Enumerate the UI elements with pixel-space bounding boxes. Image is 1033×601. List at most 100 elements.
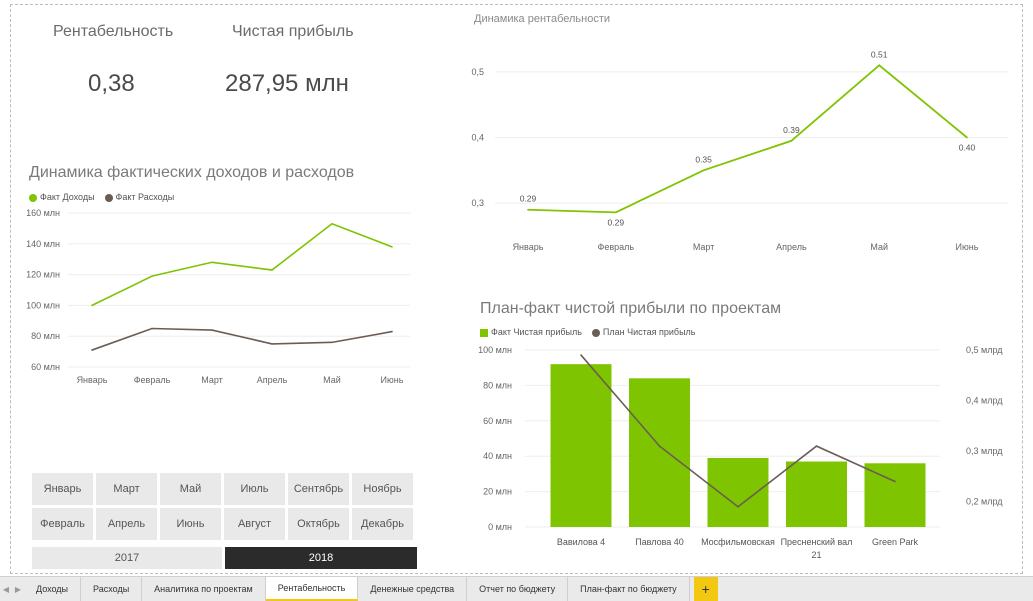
legend-label-income: Факт Доходы <box>40 192 95 202</box>
slicer-month-november[interactable]: Ноябрь <box>352 473 413 505</box>
tab-scroll-left-icon[interactable]: ◀ <box>2 584 10 594</box>
legend-item-expenses: Факт Расходы <box>104 192 175 202</box>
slicer-month-february[interactable]: Февраль <box>32 508 93 540</box>
income-x-tick: Январь <box>77 375 108 385</box>
projects-y-left-tick: 20 млн <box>483 487 512 497</box>
profitability-data-label: 0.40 <box>959 143 976 153</box>
income-y-tick: 80 млн <box>31 331 60 341</box>
profitability-x-tick: Февраль <box>598 242 635 252</box>
slicer-year-2018[interactable]: 2018 <box>225 547 417 569</box>
projects-plan-point <box>894 480 896 483</box>
income-x-tick: Март <box>201 375 223 385</box>
projects-plan-point <box>815 445 818 447</box>
profitability-data-label: 0.39 <box>783 125 800 135</box>
projects-x-tick: Green Park <box>872 537 919 547</box>
profitability-data-label: 0.35 <box>695 154 712 164</box>
profitability-x-tick: Март <box>693 242 715 252</box>
slicer-month-may[interactable]: Май <box>160 473 221 505</box>
profitability-x-tick: Январь <box>513 242 544 252</box>
projects-plan-point <box>737 505 739 508</box>
kpi-title-profitability: Рентабельность <box>53 23 174 40</box>
income-x-tick: Май <box>323 375 341 385</box>
profitability-point <box>615 211 617 214</box>
profitability-data-label: 0.29 <box>608 217 625 227</box>
projects-fact-bar <box>786 461 847 527</box>
income-point <box>151 275 153 277</box>
income-x-tick: Июнь <box>381 375 404 385</box>
income-series-line <box>91 222 393 307</box>
slicer-month-october[interactable]: Октябрь <box>288 508 349 540</box>
projects-x-tick: Вавилова 4 <box>557 537 605 547</box>
profitability-y-tick: 0,4 <box>471 133 484 143</box>
tab-scroll-right-icon[interactable]: ▶ <box>14 584 22 594</box>
income-y-tick: 140 млн <box>26 239 60 249</box>
projects-x-tick: Павлова 40 <box>635 537 684 547</box>
profitability-data-label: 0.51 <box>871 49 888 59</box>
legend-label-plan-profit: План Чистая прибыль <box>602 327 696 337</box>
month-slicer: Январь Март Май Июль Сентябрь Ноябрь Фев… <box>32 473 413 540</box>
income-y-tick: 120 млн <box>26 270 60 280</box>
slicer-month-march[interactable]: Март <box>96 473 157 505</box>
projects-plan-point <box>658 445 661 447</box>
tab-expenses[interactable]: Расходы <box>81 577 143 601</box>
tab-budget-plan-fact[interactable]: План-факт по бюджету <box>568 577 690 601</box>
kpi-title-net-profit: Чистая прибыль <box>232 23 354 40</box>
tab-cash[interactable]: Денежные средства <box>358 577 468 601</box>
profitability-data-label: 0.29 <box>520 194 537 204</box>
profitability-chart-title: Динамика рентабельности <box>474 13 611 25</box>
profitability-x-tick: Июнь <box>956 242 979 252</box>
slicer-month-august[interactable]: Август <box>224 508 285 540</box>
tab-income[interactable]: Доходы <box>24 577 82 601</box>
legend-marker-fact-profit <box>480 328 488 337</box>
legend-label-fact-profit: Факт Чистая прибыль <box>491 327 582 337</box>
projects-fact-bar <box>550 364 612 527</box>
slicer-month-september[interactable]: Сентябрь <box>288 473 349 505</box>
slicer-month-december[interactable]: Декабрь <box>352 508 413 540</box>
projects-fact-bar <box>864 463 926 527</box>
slicer-month-july[interactable]: Июль <box>224 473 285 505</box>
profitability-point <box>966 136 968 139</box>
kpi-value-profitability: 0,38 <box>88 70 135 97</box>
projects-y-left-tick: 80 млн <box>483 380 512 390</box>
report-canvas <box>10 4 1023 574</box>
kpi-value-net-profit: 287,95 млн <box>225 70 349 97</box>
expense-point <box>391 330 393 333</box>
profitability-series-line <box>527 64 968 214</box>
profitability-point <box>702 169 705 172</box>
add-page-button[interactable]: + <box>693 577 718 601</box>
income-expense-line-chart: 160 млн 140 млн 120 млн 100 млн 80 млн 60 млн… <box>26 208 410 385</box>
page-tab-bar: ◀ ▶ Доходы Расходы Аналитика по проектам… <box>0 576 1033 601</box>
projects-chart-legend: Факт Чистая прибыль План Чистая прибыль <box>480 327 696 337</box>
projects-y-right-tick: 0,3 млрд <box>966 446 1003 456</box>
projects-y-left-tick: 0 млн <box>488 522 512 532</box>
income-point <box>211 261 213 264</box>
expense-point <box>331 341 333 344</box>
legend-item-plan-profit: План Чистая прибыль <box>591 327 696 337</box>
legend-label-expenses: Факт Расходы <box>115 192 175 202</box>
slicer-month-april[interactable]: Апрель <box>96 508 157 540</box>
profitability-point <box>527 208 529 211</box>
income-point <box>271 269 273 271</box>
projects-x-tick: 21 <box>811 550 821 560</box>
year-slicer: 2017 2018 <box>32 547 417 569</box>
expense-point <box>271 343 273 345</box>
legend-item-fact-profit: Факт Чистая прибыль <box>480 327 582 337</box>
income-point <box>391 246 393 248</box>
projects-fact-bar <box>629 378 690 527</box>
tab-budget-report[interactable]: Отчет по бюджету <box>467 577 569 601</box>
profitability-point <box>878 64 880 67</box>
tab-project-analytics[interactable]: Аналитика по проектам <box>142 577 266 601</box>
slicer-year-2017[interactable]: 2017 <box>32 547 222 569</box>
expense-point <box>91 349 93 351</box>
tab-profitability[interactable]: Рентабельность <box>265 577 359 601</box>
projects-y-left-tick: 100 млн <box>478 345 512 355</box>
income-chart-legend: Факт Доходы Факт Расходы <box>29 192 174 202</box>
profitability-x-tick: Апрель <box>776 242 807 252</box>
profitability-line-chart: 0,5 0,4 0,3 Январь Февраль Март Апрель Май Июнь 0… <box>471 49 1008 252</box>
income-point <box>91 304 93 307</box>
slicer-month-june[interactable]: Июнь <box>160 508 221 540</box>
income-y-tick: 160 млн <box>26 208 60 218</box>
income-y-tick: 60 млн <box>31 362 60 372</box>
slicer-month-january[interactable]: Январь <box>32 473 93 505</box>
projects-y-left-tick: 40 млн <box>483 451 512 461</box>
